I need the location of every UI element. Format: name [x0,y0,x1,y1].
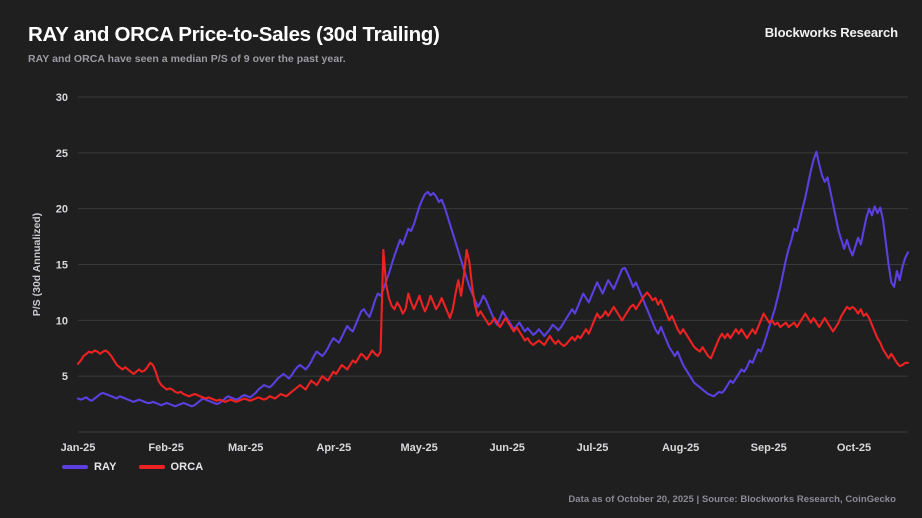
y-tick-label: 20 [56,204,68,216]
x-tick-label: Feb-25 [148,442,183,454]
x-tick-label: Oct-25 [837,442,871,454]
legend-label-orca: ORCA [170,461,204,473]
y-axis-ticks: 5 10 15 20 25 30 [56,92,68,383]
legend-item-ray[interactable]: RAY [62,461,117,473]
x-tick-label: Jan-25 [61,442,96,454]
chart-legend: RAY ORCA [62,461,203,473]
legend-label-ray: RAY [94,461,117,473]
x-tick-label: Apr-25 [316,442,351,454]
legend-swatch-ray [62,465,88,469]
brand-label: Blockworks Research [764,25,898,40]
y-axis-title-text: P/S (30d Annualized) [31,213,43,316]
chart-subtitle: RAY and ORCA have seen a median P/S of 9… [28,53,346,65]
series-line-orca [76,248,910,403]
legend-swatch-orca [138,465,165,469]
gridlines [78,96,908,433]
footer-source: Data as of October 20, 2025 | Source: Bl… [568,494,896,505]
page-title: RAY and ORCA Price-to-Sales (30d Trailin… [28,23,440,46]
x-tick-label: Jun-25 [489,442,524,454]
x-axis-ticks: Jan-25 Feb-25 Mar-25 Apr-25 May-25 Jun-25 Jul-… [61,442,872,454]
x-tick-label: Mar-25 [228,442,263,454]
y-tick-label: 25 [56,148,68,160]
y-tick-label: 5 [62,371,68,383]
y-axis-title: P/S (30d Annualized) [31,213,43,316]
series-line-ray [76,150,910,408]
x-tick-label: Aug-25 [662,442,699,454]
x-tick-label: May-25 [400,442,437,454]
y-tick-label: 30 [56,92,68,104]
x-tick-label: Jul-25 [577,442,609,454]
data-series [76,150,910,408]
chart-header: RAY and ORCA Price-to-Sales (30d Trailin… [28,22,898,78]
legend-item-orca[interactable]: ORCA [138,461,204,473]
y-tick-label: 10 [56,315,68,327]
y-tick-label: 15 [56,260,68,272]
x-tick-label: Sep-25 [751,442,787,454]
